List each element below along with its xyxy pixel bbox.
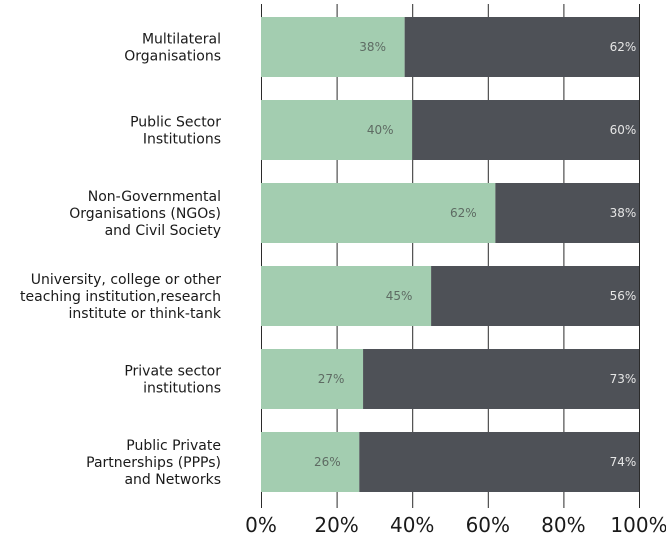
bar-segment — [431, 266, 639, 326]
x-axis-tick-labels: 0% 20% 40% 60% 80% 100% — [245, 513, 666, 537]
bar-segment — [261, 17, 405, 77]
bar-value-label: 45% — [386, 289, 413, 303]
bar-value-label: 26% — [314, 455, 341, 469]
category-label: Institutions — [143, 132, 221, 148]
category-label: Organisations — [124, 49, 221, 65]
bar-value-label: 74% — [610, 455, 637, 469]
x-tick-label: 100% — [610, 513, 666, 537]
bar-value-label: 73% — [610, 372, 637, 386]
bar-value-label: 56% — [610, 289, 637, 303]
category-label: institutions — [143, 381, 221, 397]
category-label: institute or think-tank — [69, 306, 222, 322]
bar-value-label: 62% — [450, 206, 477, 220]
bar-value-label: 40% — [367, 123, 394, 137]
bar-value-label: 27% — [318, 372, 345, 386]
bar-segment — [261, 349, 364, 409]
category-label: University, college or other — [31, 272, 221, 288]
bar-segment — [261, 266, 432, 326]
category-label: Multilateral — [142, 32, 221, 48]
category-label: Partnerships (PPPs) — [86, 455, 221, 471]
category-label: Non-Governmental — [88, 189, 221, 205]
category-label: Private sector — [124, 364, 221, 380]
category-label: Organisations (NGOs) — [69, 206, 221, 222]
bar-value-label: 60% — [610, 123, 637, 137]
category-label: teaching institution,research — [20, 289, 221, 305]
bar-value-label: 38% — [359, 40, 386, 54]
bar-segment — [495, 183, 639, 243]
category-label: and Networks — [124, 472, 221, 488]
bar-segment — [359, 432, 639, 492]
x-tick-label: 60% — [466, 513, 510, 537]
bar-segment — [404, 17, 639, 77]
category-label: Public Sector — [130, 115, 221, 131]
bar-segment — [261, 100, 413, 160]
x-tick-label: 40% — [390, 513, 434, 537]
bar-segment — [412, 100, 639, 160]
category-label: Public Private — [126, 438, 221, 454]
bar-value-label: 62% — [610, 40, 637, 54]
gridlines — [261, 4, 640, 508]
bar-segment — [261, 432, 360, 492]
category-label: and Civil Society — [105, 223, 221, 239]
bar-value-label: 38% — [610, 206, 637, 220]
bar-segment — [363, 349, 639, 409]
x-tick-label: 20% — [314, 513, 358, 537]
x-tick-label: 80% — [541, 513, 585, 537]
x-tick-label: 0% — [245, 513, 277, 537]
bar-segment — [261, 183, 496, 243]
bars: 38% 62% 40% 60% 62% 38% 45% 56% 27% 73% 26% 74% — [261, 17, 639, 492]
